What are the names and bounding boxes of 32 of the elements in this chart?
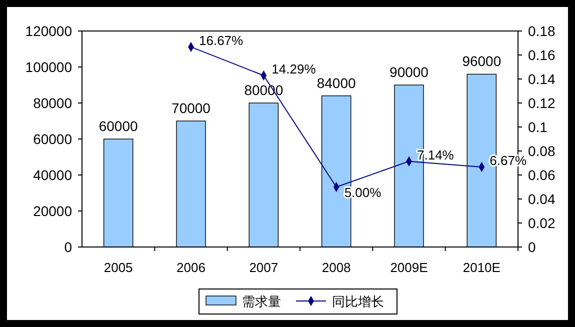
data-label: 90000	[390, 64, 429, 80]
legend-label: 需求量	[242, 295, 281, 310]
y-tick-label: 100000	[25, 59, 72, 75]
y-tick-label: 40000	[33, 167, 72, 183]
y2-tick-label: 0.16	[528, 47, 556, 63]
y2-tick-label: 0.02	[528, 215, 556, 231]
y-tick-label: 20000	[33, 203, 72, 219]
y2-tick-label: 0.06	[528, 167, 556, 183]
x-tick-label: 2010E	[462, 260, 501, 275]
y-tick-label: 0	[64, 239, 72, 255]
y-tick-label: 120000	[25, 23, 72, 39]
y2-tick-label: 0	[528, 239, 536, 255]
y2-tick-label: 0.18	[528, 23, 556, 39]
data-label: 14.29%	[272, 62, 316, 77]
y2-tick-label: 0.08	[528, 143, 556, 159]
y2-tick-label: 0.12	[528, 95, 556, 111]
y2-tick-label: 0.14	[528, 71, 556, 87]
x-tick-label: 2006	[176, 260, 206, 275]
data-label: 84000	[316, 74, 356, 91]
data-label: 60000	[98, 118, 138, 134]
y2-tick-label: 0.04	[528, 191, 556, 207]
x-tick-label: 2009E	[390, 260, 428, 275]
x-tick-label: 2007	[249, 260, 278, 275]
data-label: 96000	[462, 53, 502, 70]
y2-tick-label: 0.1	[528, 119, 548, 135]
x-tick-label: 2005	[104, 260, 133, 275]
data-label: 70000	[172, 100, 211, 116]
x-tick-label: 2008	[322, 260, 351, 275]
y-tick-label: 80000	[33, 95, 72, 111]
data-label: 16.67%	[199, 32, 244, 48]
y-tick-label: 60000	[33, 131, 72, 147]
legend-label: 同比增长	[332, 295, 384, 310]
